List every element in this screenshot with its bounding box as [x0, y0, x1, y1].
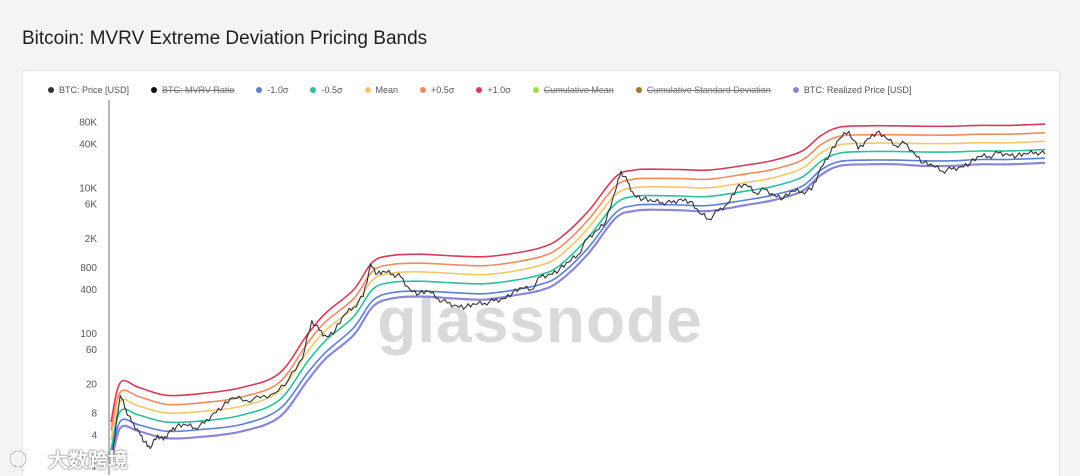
y-tick-label: 6K: [85, 199, 98, 210]
chart-card: [22, 70, 1060, 476]
y-tick-label: 20: [86, 380, 98, 391]
legend-item[interactable]: BTC: Price [USD]: [48, 85, 129, 95]
series-line-1: [110, 157, 1046, 459]
legend-item[interactable]: -1.0σ: [256, 85, 288, 95]
legend-item[interactable]: BTC: Realized Price [USD]: [792, 85, 912, 95]
y-tick-label: 100: [80, 329, 97, 340]
legend-swatch: [48, 87, 54, 93]
series-layer: [109, 123, 1046, 467]
legend-item[interactable]: -0.5σ: [310, 85, 343, 95]
y-tick-label: 800: [80, 263, 97, 274]
legend-label: +1.0σ: [487, 85, 511, 95]
legend-swatch: [151, 87, 158, 93]
series-line-4: [110, 132, 1046, 431]
y-axis-ticks: 80K 40K 10K 6K 2K 800 400 100 60 20 8 4 1: [79, 118, 97, 473]
corner-logo-icon: [8, 449, 38, 468]
legend-swatch: [635, 87, 642, 93]
legend-item[interactable]: Mean: [364, 85, 399, 95]
y-tick-label: 40K: [79, 139, 97, 150]
legend-item[interactable]: +0.5σ: [420, 85, 454, 95]
legend-label: +0.5σ: [431, 85, 455, 95]
y-tick-label: 400: [80, 285, 97, 296]
legend-label: BTC: Price [USD]: [59, 85, 130, 95]
y-tick-label: 60: [86, 345, 98, 356]
legend-label: Mean: [375, 85, 399, 95]
legend-item[interactable]: Cumulative Mean: [532, 85, 614, 95]
legend-swatch: [310, 87, 317, 93]
y-tick-label: 80K: [79, 118, 97, 129]
glassnode-watermark: glassnode: [377, 284, 703, 356]
legend-swatch: [420, 87, 427, 93]
page-title: Bitcoin: MVRV Extreme Deviation Pricing …: [22, 28, 428, 49]
legend-swatch: [256, 87, 263, 93]
y-tick-label: 4: [91, 431, 97, 442]
legend-label: -1.0σ: [267, 85, 289, 95]
series-line-6: [110, 130, 1046, 465]
legend-label: Cumulative Standard Deviation: [646, 85, 771, 95]
y-tick-label: 10K: [79, 183, 97, 194]
legend-label: BTC: Realized Price [USD]: [803, 85, 912, 95]
series-line-2: [110, 148, 1046, 451]
legend-item[interactable]: Cumulative Standard Deviation: [635, 85, 771, 95]
legend-label: BTC: MVRV Ratio: [162, 85, 235, 95]
legend-swatch: [792, 87, 799, 93]
legend-label: -0.5σ: [321, 85, 343, 95]
series-line-3: [110, 140, 1046, 441]
y-tick-label: 8: [91, 409, 97, 420]
legend-label: Cumulative Mean: [543, 85, 614, 95]
legend-item[interactable]: +1.0σ: [476, 85, 511, 95]
legend-item[interactable]: BTC: MVRV Ratio: [151, 85, 234, 95]
series-line-5: [110, 123, 1046, 423]
series-line-0: [109, 161, 1046, 467]
chart-legend: BTC: Price [USD] BTC: MVRV Ratio -1.0σ -0.5…: [48, 84, 933, 96]
y-tick-label: 1: [91, 462, 97, 473]
legend-swatch: [476, 87, 483, 93]
y-tick-label: 2K: [85, 234, 98, 245]
legend-swatch: [364, 87, 371, 93]
corner-watermark-text: 大数跨境: [48, 450, 128, 472]
corner-watermark: 大数跨境: [8, 444, 128, 473]
legend-swatch: [532, 87, 539, 93]
